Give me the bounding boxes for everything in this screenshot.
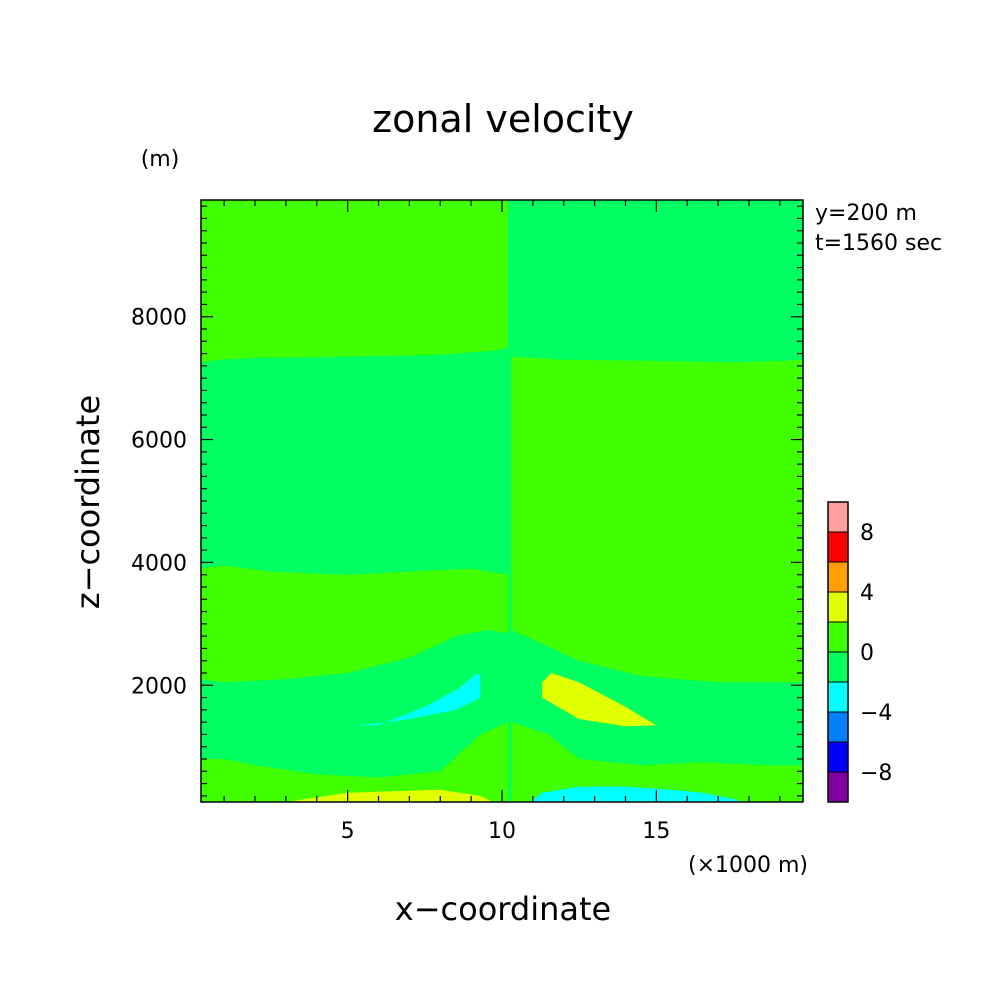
plot-area [201, 200, 803, 802]
colorbar-tick-label: 0 [860, 641, 874, 666]
contour-region-9 [353, 673, 481, 726]
contour-region-10 [529, 786, 743, 802]
y-tick-label: 4000 [131, 551, 187, 576]
contour-region-1 [511, 356, 803, 495]
y-axis-label: z−coordinate [69, 395, 107, 609]
colorbar-tick-label: −4 [860, 701, 892, 726]
axes: 5 10 15 2000 4000 6000 8000 [131, 199, 804, 844]
annotation-y: y=200 m [815, 201, 917, 226]
y-tick-label: 8000 [131, 306, 187, 331]
colorbar-swatch [828, 682, 848, 712]
contour-region-4 [511, 568, 803, 683]
y-unit-label: (m) [141, 147, 180, 172]
annotation-t: t=1560 sec [815, 231, 942, 256]
contour-region-2 [201, 565, 509, 683]
colorbar-swatch [828, 592, 848, 622]
colorbar: −8 −4 0 4 8 [827, 501, 892, 803]
colorbar-tick-label: 4 [860, 581, 874, 606]
colorbar-tick-label: 8 [860, 521, 874, 546]
y-tick-label: 6000 [131, 429, 187, 454]
colorbar-swatch [828, 562, 848, 592]
x-axis-label: x−coordinate [395, 890, 611, 928]
colorbar-swatch [828, 532, 848, 562]
colorbar-swatch [828, 652, 848, 682]
colorbar-swatch [828, 622, 848, 652]
contour-region-3 [511, 494, 803, 581]
x-tick-label: 5 [341, 819, 355, 844]
colorbar-swatch [828, 712, 848, 742]
contour-region-6 [511, 722, 803, 802]
chart-title: zonal velocity [372, 97, 634, 141]
colorbar-swatch [828, 772, 848, 802]
colorbar-frame [827, 501, 849, 803]
y-tick-label: 2000 [131, 674, 187, 699]
x-unit-label: (×1000 m) [688, 853, 808, 878]
contour-region-0 [201, 200, 509, 363]
colorbar-swatch [828, 742, 848, 772]
contour-region-7 [285, 789, 493, 802]
colorbar-swatch [828, 502, 848, 532]
x-tick-label: 10 [488, 819, 516, 844]
x-tick-label: 15 [642, 819, 670, 844]
colorbar-tick-label: −8 [860, 761, 892, 786]
contour-region-8 [542, 673, 657, 727]
contour-region-5 [201, 722, 509, 802]
